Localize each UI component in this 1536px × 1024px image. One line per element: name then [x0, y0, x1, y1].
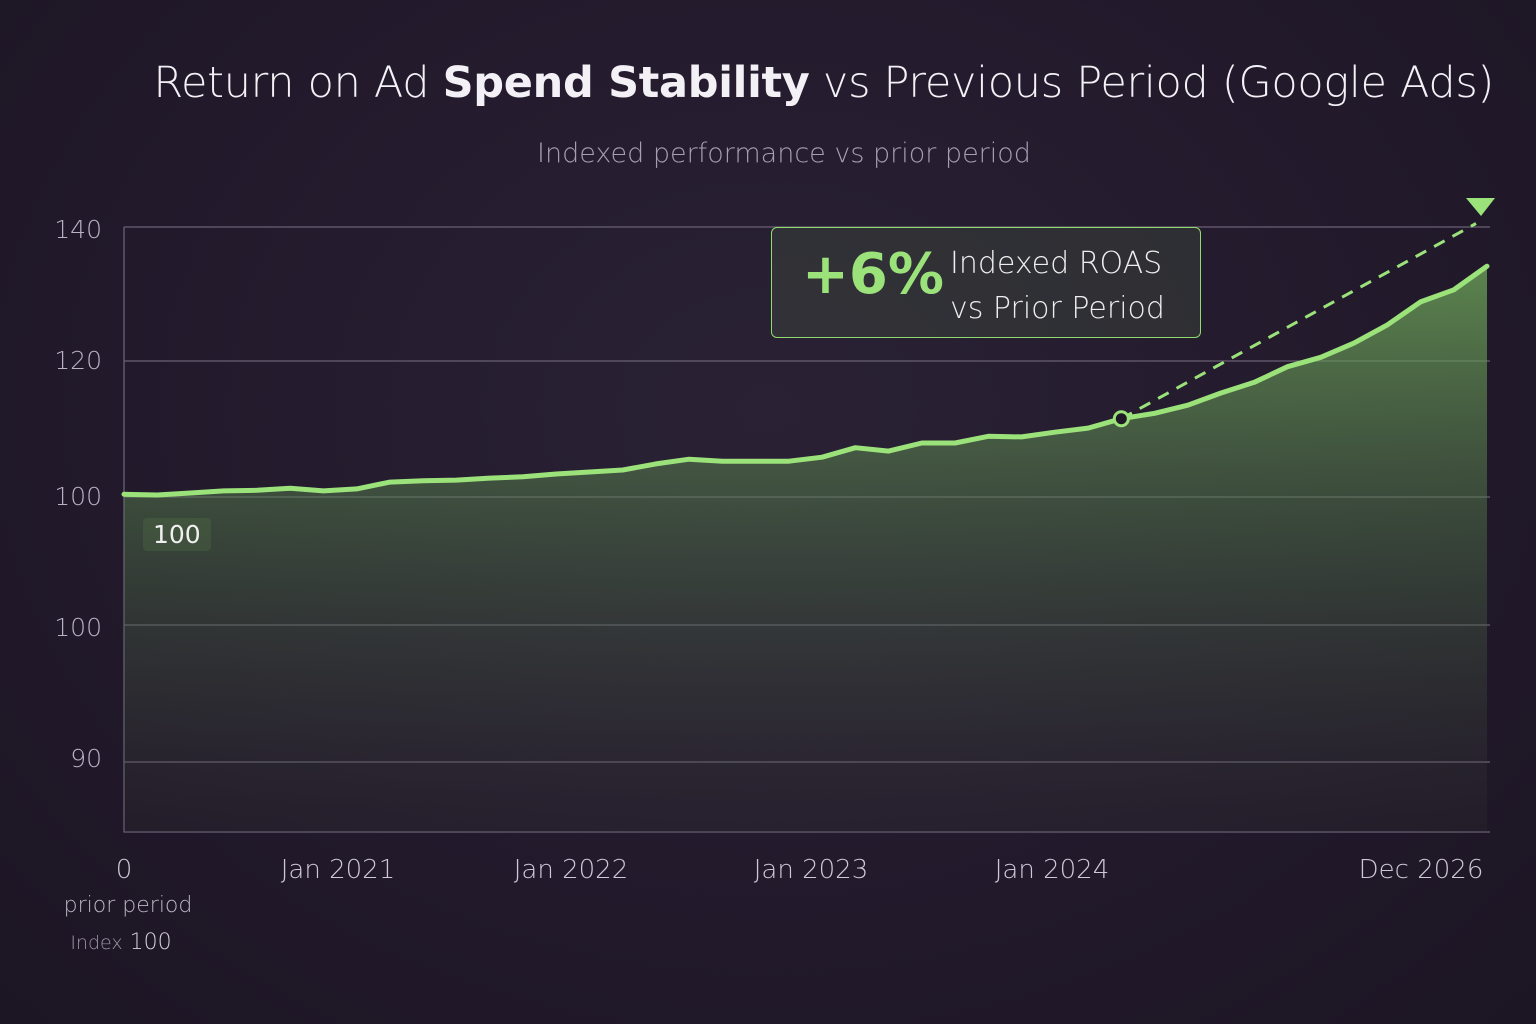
title-part: Return on Ad — [153, 58, 443, 108]
series-line — [121, 263, 1490, 498]
y-tick-label: 100 — [54, 482, 102, 511]
title-part: vs Previous Period (Google Ads) — [809, 58, 1494, 108]
index-value: 100 — [129, 930, 172, 955]
x-tick-label: Jan 2024 — [994, 855, 1110, 885]
annotation-line2: vs Prior Period — [950, 291, 1165, 326]
trend-arrow-head — [1466, 198, 1495, 216]
annotation-line1: Indexed ROAS — [950, 246, 1163, 281]
x-tick-label: 0 — [115, 855, 133, 885]
x-tick-label: Jan 2022 — [513, 855, 629, 885]
y-tick-label: 90 — [70, 744, 102, 773]
annotation-value: +6% — [802, 242, 944, 307]
trend-arrow-line — [1120, 222, 1477, 421]
title-bold: Spend Stability — [442, 58, 810, 108]
y-tick-label: 140 — [54, 215, 102, 244]
x-tick-label: Jan 2023 — [753, 855, 869, 885]
y-tick-label: 100 — [54, 613, 102, 642]
baseline-label: 100 — [143, 518, 211, 551]
chart-title: Return on Ad Spend Stability vs Previous… — [153, 58, 1494, 108]
area-fill — [124, 266, 1487, 832]
chart-subtitle: Indexed performance vs prior period — [537, 138, 1031, 169]
trend-start-marker — [1112, 410, 1130, 428]
x-sub-index: Index 100 — [70, 930, 171, 955]
x-sub-label: prior period — [63, 893, 193, 918]
x-tick-label: Jan 2021 — [280, 855, 396, 885]
x-tick-label: Dec 2026 — [1358, 855, 1484, 885]
annotation-box: +6% Indexed ROAS vs Prior Period — [771, 227, 1201, 338]
y-tick-label: 120 — [54, 346, 102, 375]
index-word: Index — [70, 932, 123, 954]
